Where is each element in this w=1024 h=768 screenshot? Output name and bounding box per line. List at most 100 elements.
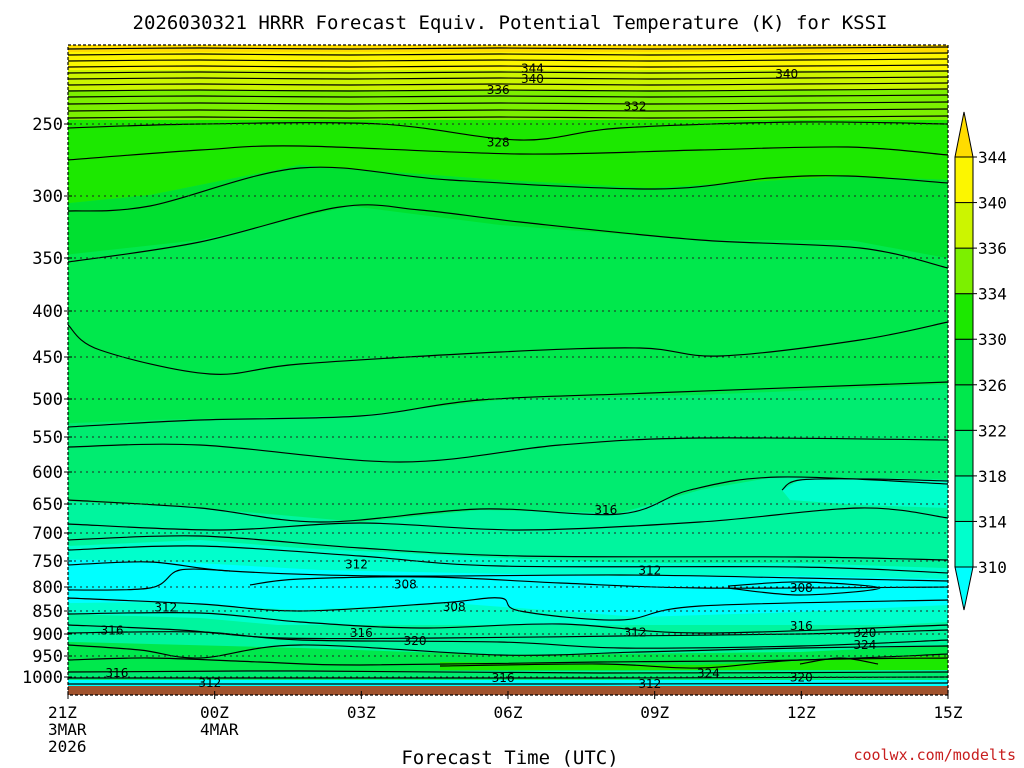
colorbar-label: 344 [978, 148, 1007, 167]
colorbar-label: 340 [978, 194, 1007, 213]
y-tick-label: 950 [32, 647, 63, 667]
contour-line-314b [68, 535, 948, 561]
colorbar-segment [954, 156, 974, 204]
contour-label: 336 [487, 83, 510, 97]
ground-strip [68, 686, 948, 695]
contour-label: 344 [521, 62, 544, 76]
contour-line-upper [68, 70, 948, 74]
contour-line-322 [68, 204, 948, 269]
y-tick-label: 450 [32, 348, 63, 368]
colorbar-segment [954, 429, 974, 477]
contour-line-upper [68, 82, 948, 86]
fill-band-324 [68, 165, 948, 259]
contour-line-318 [68, 381, 948, 428]
contour-line-upper [68, 64, 948, 68]
fill-band-low-330 [440, 655, 948, 670]
contour-line-316b [68, 631, 948, 649]
contour-line-320b [68, 644, 948, 659]
colorbar-label: 326 [978, 376, 1007, 395]
contour-label: 324 [697, 667, 720, 681]
contour-line-312b [68, 561, 948, 582]
x-tick-label: 03Z [347, 703, 376, 722]
contour-label: 308 [443, 600, 466, 614]
contour-label: 320 [790, 671, 813, 685]
contour-line-upper [68, 76, 948, 80]
colorbar-label: 310 [978, 558, 1007, 577]
contour-label: 308 [790, 581, 813, 595]
contour-label: 312 [638, 563, 661, 577]
contour-line-upper [68, 108, 948, 112]
colorbar-label: 334 [978, 285, 1007, 304]
x-tick-label: 21Z [48, 703, 77, 722]
y-tick-label: 350 [32, 249, 63, 269]
fill-band-308-zone [68, 574, 948, 617]
y-tick-label: 1000 [22, 668, 63, 688]
colorbar-label: 330 [978, 330, 1007, 349]
contour-line-318b [68, 437, 948, 463]
colorbar-label: 322 [978, 421, 1007, 440]
y-tick-label: 700 [32, 524, 63, 544]
contour-label: 340 [521, 72, 544, 86]
fill-band-low-318 [68, 614, 948, 650]
y-tick-label: 600 [32, 463, 63, 483]
x-tick-label: 00Z [200, 703, 229, 722]
x-axis-label: Forecast Time (UTC) [401, 747, 618, 768]
contour-line-upper [68, 94, 948, 98]
colorbar-label: 318 [978, 467, 1007, 486]
contour-line-310 [68, 568, 231, 591]
contour-line-surface-1 [68, 670, 948, 674]
y-tick-label: 900 [32, 625, 63, 645]
colorbar-segment [954, 202, 974, 249]
contour-line-308 [249, 576, 948, 589]
colorbar-label: 336 [978, 239, 1007, 258]
contour-label: 324 [853, 638, 876, 652]
chart-title: 2026030321 HRRR Forecast Equiv. Potentia… [133, 12, 888, 34]
y-tick-label: 550 [32, 428, 63, 448]
colorbar-bottom-arrow [954, 566, 974, 611]
contour-line-308-east [727, 581, 881, 596]
x-tick-label: 09Z [640, 703, 669, 722]
contour-line-320 [68, 321, 948, 375]
x-tick-label: 4MAR [200, 720, 239, 739]
colorbar-label: 314 [978, 512, 1007, 531]
y-tick-label: 400 [32, 302, 63, 322]
colorbar-segment [954, 247, 974, 295]
contour-line-upper [68, 52, 948, 56]
contour-label: 316 [105, 666, 128, 680]
y-tick-label: 500 [32, 390, 63, 410]
contour-label: 316 [594, 503, 617, 517]
contour-label: 312 [624, 626, 647, 640]
y-tick-label: 300 [32, 187, 63, 207]
contour-label: 312 [154, 601, 177, 615]
contour-line-324-pocket [799, 657, 879, 665]
contour-label: 316 [790, 619, 813, 633]
contour-line-316-pocket [781, 478, 948, 491]
contour-label: 316 [101, 623, 124, 637]
y-tick-label: 800 [32, 578, 63, 598]
contour-label: 312 [198, 676, 221, 690]
contour-line-upper [68, 115, 948, 119]
contour-label: 316 [492, 671, 515, 685]
credit-text: coolwx.com/modelts [853, 746, 1016, 764]
colorbar-segment [954, 338, 974, 386]
fill-band-top-2 [68, 45, 948, 52]
y-tick-label: 250 [32, 115, 63, 135]
x-tick-label: 3MAR [48, 720, 87, 739]
contour-line-upper [68, 88, 948, 92]
contour-label: 312 [638, 677, 661, 691]
colorbar-top-arrow [954, 111, 974, 158]
x-tick-label: 15Z [934, 703, 963, 722]
contour-line-310b [68, 612, 948, 634]
y-tick-label: 750 [32, 552, 63, 572]
contour-line-324b [439, 657, 948, 669]
x-tick-label: 06Z [494, 703, 523, 722]
x-tick-label: 12Z [787, 703, 816, 722]
contour-line-312 [68, 545, 948, 574]
contour-label: 340 [775, 67, 798, 81]
contour-line-314 [68, 507, 948, 531]
contour-line-surface-3 [68, 682, 948, 685]
contour-line-316 [68, 476, 948, 523]
contour-label: 312 [345, 558, 368, 572]
contour-line-324 [68, 166, 948, 212]
contour-label: 316 [350, 626, 373, 640]
